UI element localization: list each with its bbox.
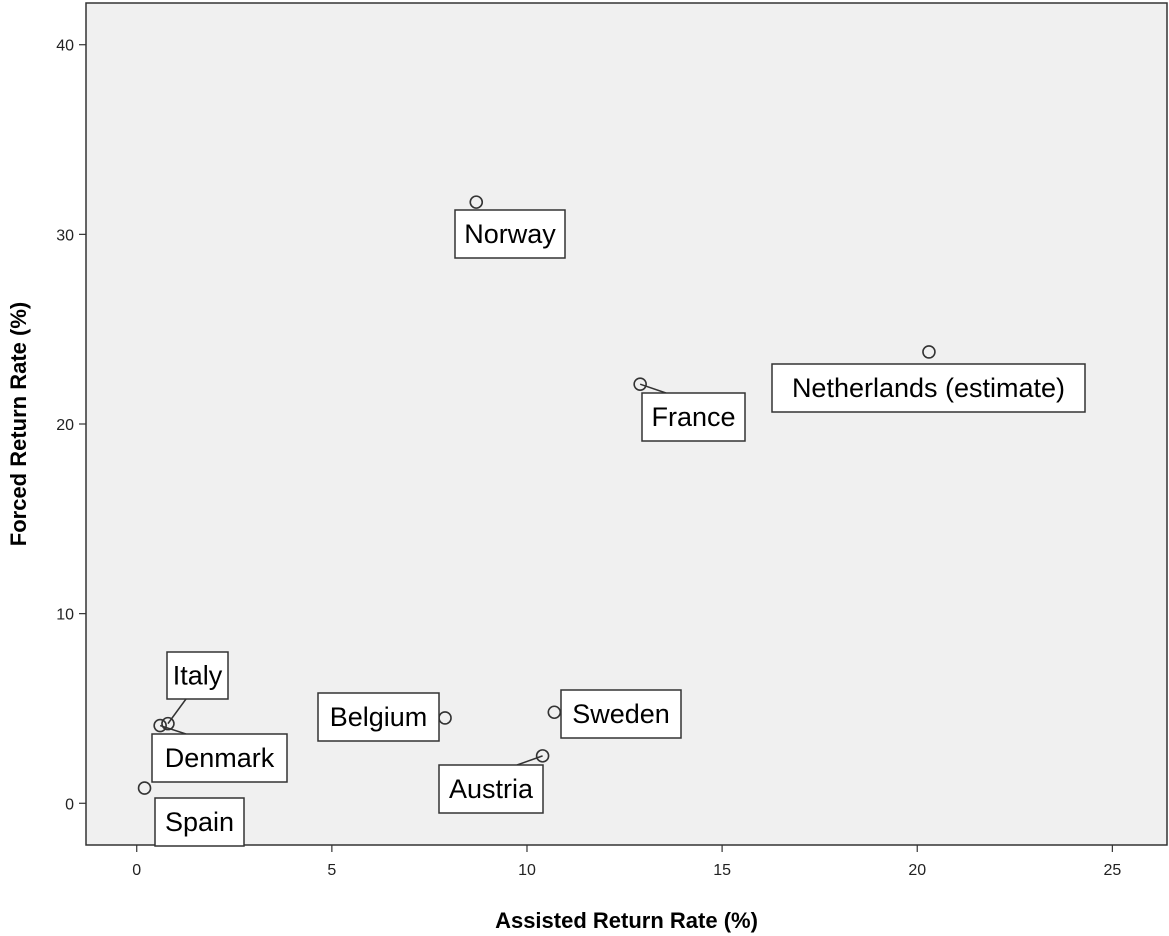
point-label-box (438, 764, 544, 814)
point-label: Italy (173, 661, 223, 691)
label-leader-lines (159, 383, 667, 766)
y-axis-title: Forced Return Rate (%) (6, 302, 31, 546)
x-tick-label: 20 (908, 862, 926, 879)
data-point (161, 716, 175, 731)
point-label-box (454, 209, 566, 259)
data-point (922, 345, 936, 359)
point-label-box (317, 692, 440, 742)
leader-line (639, 383, 667, 394)
point-label-box (154, 797, 245, 847)
x-axis: 0 5 10 15 20 25 (132, 845, 1121, 879)
x-tick-label: 5 (327, 862, 336, 879)
data-point (469, 195, 484, 209)
point-label: Austria (449, 774, 534, 804)
x-tick-label: 15 (713, 862, 731, 879)
data-point (153, 718, 167, 733)
point-label-box (151, 733, 288, 783)
x-axis-title: Assisted Return Rate (%) (495, 908, 758, 933)
y-tick-label: 10 (56, 607, 74, 624)
point-label-box (771, 363, 1086, 413)
y-tick-label: 0 (65, 796, 74, 813)
point-label: Netherlands (estimate) (792, 373, 1065, 403)
y-axis: 0 10 20 30 40 (56, 38, 86, 813)
leader-line (516, 755, 543, 766)
y-tick-label: 30 (56, 227, 74, 244)
leader-line (159, 724, 187, 735)
data-point (137, 781, 152, 795)
data-point (633, 377, 647, 391)
point-label-box (641, 392, 746, 442)
point-label: France (651, 402, 735, 432)
point-label: Belgium (330, 702, 428, 732)
point-label-box (560, 689, 682, 739)
point-label: Sweden (572, 699, 670, 729)
x-tick-label: 0 (132, 862, 141, 879)
point-labels: Norway Netherlands (estimate) France Italy D… (151, 209, 1086, 847)
leader-line (167, 698, 187, 725)
point-label: Denmark (165, 743, 275, 773)
data-point (535, 749, 550, 763)
point-label: Spain (165, 807, 234, 837)
x-tick-label: 10 (518, 862, 536, 879)
y-tick-label: 40 (56, 38, 74, 55)
point-label: Norway (464, 219, 556, 249)
point-label-box (166, 651, 229, 700)
x-tick-label: 25 (1103, 862, 1121, 879)
y-tick-label: 20 (56, 417, 74, 434)
